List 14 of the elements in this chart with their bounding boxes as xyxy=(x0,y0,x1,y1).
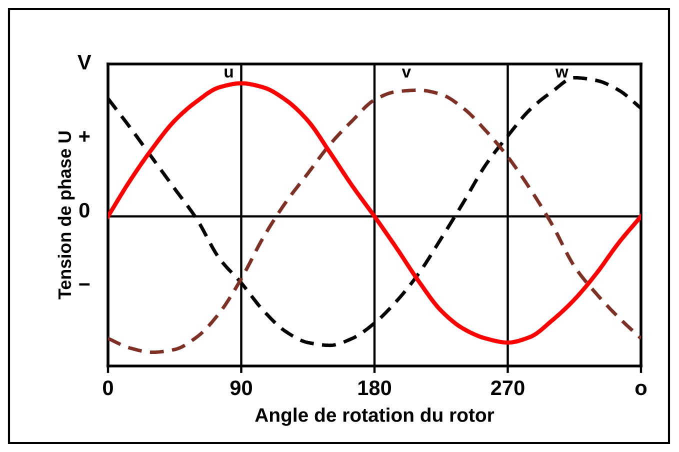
series-label: u xyxy=(224,68,233,78)
x-tick-label: o xyxy=(635,384,647,396)
x-tick-label: 0 xyxy=(103,380,113,396)
series-label: w xyxy=(555,68,568,78)
x-axis-title: Angle de rotation du rotor xyxy=(255,408,494,426)
x-tick-label: 180 xyxy=(358,380,392,396)
text: 0 xyxy=(79,202,90,218)
text: − xyxy=(79,283,90,286)
text: + xyxy=(79,131,90,142)
x-tick-label: 90 xyxy=(230,380,252,396)
y-axis-title: Tension de phase U xyxy=(58,131,75,300)
series-label: v xyxy=(402,68,411,78)
text: V xyxy=(78,55,92,70)
x-tick-label: 270 xyxy=(491,380,524,396)
